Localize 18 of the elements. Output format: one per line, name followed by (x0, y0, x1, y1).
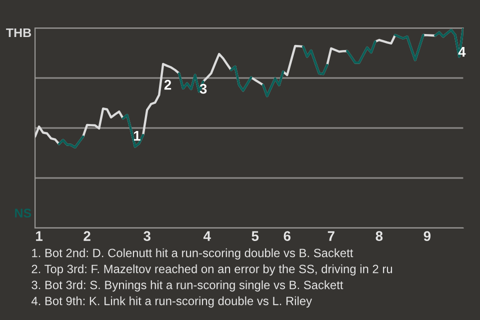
x-tick-label: 4 (203, 231, 211, 241)
text: 4. Bot 9th: K. Link hit a run-scoring double vs L. Riley (31, 296, 312, 308)
x-tick-label: 3 (144, 231, 150, 241)
text: 2. Top 3rd: F. Mazeltov reached on an error by the SS, driving in 2 ru (32, 264, 392, 276)
text: 3. Bot 3rd: S. Bynings hit a run-scoring single vs B. Sackett (32, 280, 344, 292)
x-tick-label: 9 (424, 231, 431, 241)
text: 1. Bot 2nd: D. Colenutt hit a run-scoring double vs B. Sackett (32, 248, 354, 260)
x-tick-label: 6 (284, 231, 290, 241)
annotation: 3 (200, 84, 207, 94)
x-tick-label: 8 (376, 231, 383, 241)
annotation: 2 (164, 80, 172, 90)
x-tick-label: 1 (36, 231, 43, 241)
annotation: 4 (458, 47, 466, 57)
x-tick-label: 5 (252, 231, 259, 241)
text: THB (6, 28, 32, 38)
x-tick-label: 2 (84, 231, 90, 241)
x-tick-label: 7 (328, 231, 334, 241)
annotation: 1 (134, 131, 140, 141)
